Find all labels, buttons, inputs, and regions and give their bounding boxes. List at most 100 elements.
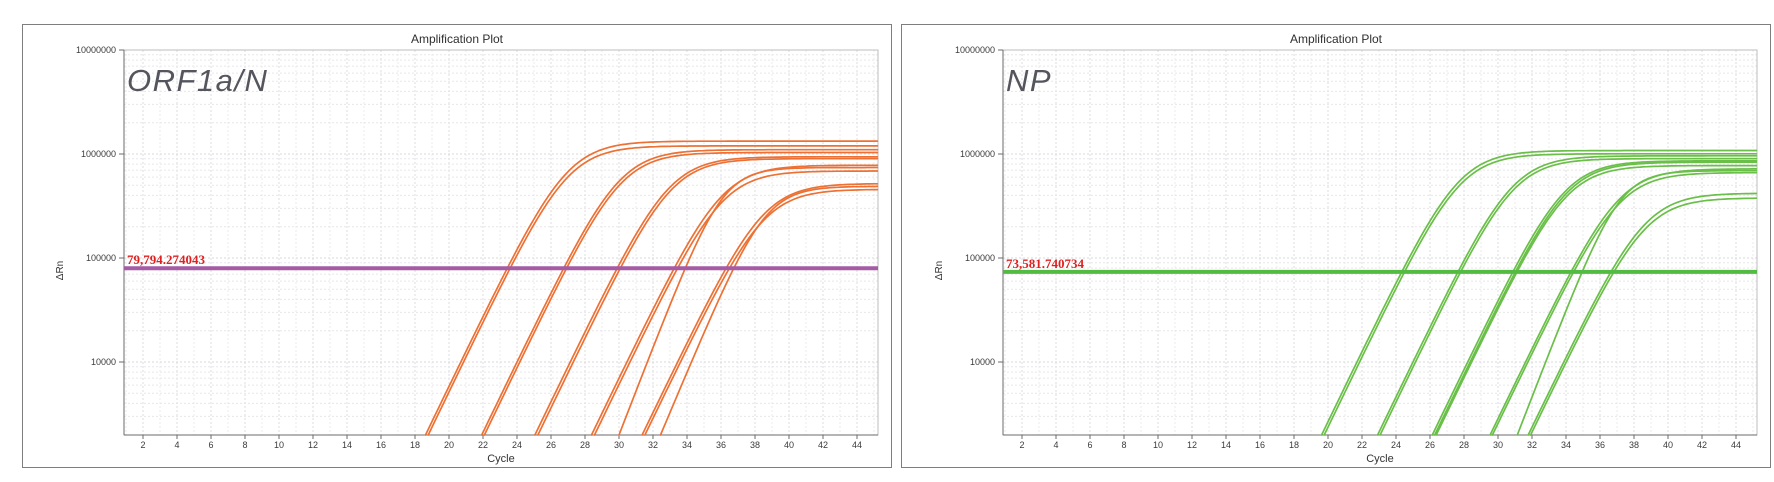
- x-tick-label: 28: [580, 440, 590, 450]
- amplification-curve[interactable]: [659, 185, 879, 436]
- x-tick-label: 42: [818, 440, 828, 450]
- amplification-curve[interactable]: [1433, 161, 1758, 436]
- amplification-curve[interactable]: [1435, 164, 1758, 436]
- amplification-curve[interactable]: [1491, 171, 1758, 436]
- x-tick-label: 38: [750, 440, 760, 450]
- target-annotation: ORF1a/N: [127, 63, 269, 98]
- x-tick-label: 16: [1255, 440, 1265, 450]
- x-tick-label: 12: [308, 440, 318, 450]
- plot-frame: [1002, 49, 1758, 436]
- curve-group-dilution-2: [480, 148, 879, 436]
- x-tick-label: 20: [1323, 440, 1333, 450]
- x-tick-label: 18: [1289, 440, 1299, 450]
- amplification-curve[interactable]: [1323, 152, 1758, 436]
- x-tick-label: 2: [140, 440, 145, 450]
- x-tick-label: 32: [1527, 440, 1537, 450]
- x-tick-label: 4: [174, 440, 179, 450]
- x-tick-label: 10: [274, 440, 284, 450]
- target-annotation: NP: [1006, 63, 1053, 98]
- x-tick-label: 24: [1391, 440, 1401, 450]
- y-tick-label: 1000000: [81, 149, 116, 159]
- amplification-curve[interactable]: [1379, 157, 1758, 436]
- x-tick-label: 10: [1153, 440, 1163, 450]
- x-tick-label: 2: [1019, 440, 1024, 450]
- y-axis-label: ΔRn: [55, 260, 67, 281]
- x-tick-label: 24: [512, 440, 522, 450]
- x-tick-label: 34: [682, 440, 692, 450]
- x-tick-label: 22: [1357, 440, 1367, 450]
- y-tick-label: 100000: [965, 253, 995, 263]
- plot-title: Amplification Plot: [410, 32, 504, 46]
- plot-panel-np: 2 4 6 8 10 12 14 16 18 20 22 24 26 28 30 32 34 36 38 40 42 44…: [901, 24, 1771, 468]
- amplification-curve[interactable]: [1320, 149, 1758, 436]
- amplification-curve[interactable]: [1516, 169, 1758, 436]
- y-tick-label: 10000000: [76, 45, 116, 55]
- x-tick-label: 18: [410, 440, 420, 450]
- x-tick-label: 44: [1731, 440, 1741, 450]
- amplification-curve[interactable]: [1527, 192, 1758, 436]
- x-tick-label: 12: [1187, 440, 1197, 450]
- x-tick-label: 8: [1121, 440, 1126, 450]
- plot-area: 2 4 6 8 10 12 14 16 18 20 22 24 26 28 30 32 34 36 38 40 42 44…: [955, 45, 1758, 450]
- x-tick-label: 16: [376, 440, 386, 450]
- x-tick-label: 14: [1221, 440, 1231, 450]
- x-tick-label: 8: [242, 440, 247, 450]
- plot-frame: [123, 49, 879, 436]
- amplification-curve[interactable]: [424, 140, 879, 436]
- amplification-curve[interactable]: [483, 151, 879, 436]
- x-tick-label: 40: [1663, 440, 1673, 450]
- y-tick-label: 10000: [970, 357, 995, 367]
- x-tick-label: 30: [1493, 440, 1503, 450]
- x-tick-label: 38: [1629, 440, 1639, 450]
- curve-group-dilution-2: [1376, 154, 1758, 436]
- amplification-curve[interactable]: [641, 182, 879, 436]
- y-tick-label: 100000: [86, 253, 116, 263]
- x-tick-label: 6: [1087, 440, 1092, 450]
- x-tick-label: 26: [1425, 440, 1435, 450]
- threshold-label: 79,794.274043: [127, 252, 206, 267]
- y-tick-label: 10000000: [955, 45, 995, 55]
- x-tick-label: 36: [716, 440, 726, 450]
- curve-group-dilution-1: [424, 140, 879, 436]
- threshold-label: 73,581.740734: [1006, 256, 1085, 271]
- x-tick-label: 44: [852, 440, 862, 450]
- curve-group-dilution-5: [641, 182, 879, 436]
- amplification-curve[interactable]: [593, 170, 879, 436]
- curve-group-dilution-3: [1431, 159, 1758, 436]
- x-tick-label: 22: [478, 440, 488, 450]
- x-tick-label: 34: [1561, 440, 1571, 450]
- x-tick-label: 20: [444, 440, 454, 450]
- amplification-curve[interactable]: [427, 145, 879, 436]
- x-tick-label: 36: [1595, 440, 1605, 450]
- x-axis-label: Cycle: [1366, 453, 1394, 465]
- curve-group-dilution-3: [534, 155, 879, 436]
- x-tick-label: 4: [1053, 440, 1058, 450]
- x-tick-label: 32: [648, 440, 658, 450]
- x-tick-label: 40: [784, 440, 794, 450]
- amplification-curve[interactable]: [480, 148, 879, 436]
- amplification-curve[interactable]: [537, 157, 879, 436]
- x-tick-label: 26: [546, 440, 556, 450]
- amplification-curve[interactable]: [534, 155, 879, 436]
- curve-group-dilution-1: [1320, 149, 1758, 436]
- amplification-curve[interactable]: [1529, 197, 1758, 436]
- y-axis-label: ΔRn: [934, 260, 946, 281]
- plot-panel-orf1a-n: 2 4 6 8 10 12 14 16 18 20 22 24 26 28 30 32 34 36 38 40 42 44…: [22, 24, 892, 468]
- y-tick-label: 10000: [91, 357, 116, 367]
- x-axis-label: Cycle: [487, 453, 515, 465]
- x-tick-label: 6: [208, 440, 213, 450]
- plot-title: Amplification Plot: [1289, 32, 1383, 46]
- x-tick-label: 42: [1697, 440, 1707, 450]
- curve-group-dilution-4: [590, 164, 879, 436]
- x-tick-label: 14: [342, 440, 352, 450]
- amplification-curve[interactable]: [1376, 154, 1758, 436]
- amplification-chart-orf1a-n: 2 4 6 8 10 12 14 16 18 20 22 24 26 28 30 32 34 36 38 40 42 44…: [76, 45, 879, 450]
- amplification-curve[interactable]: [1431, 159, 1758, 436]
- curve-group-dilution-5: [1527, 192, 1758, 436]
- amplification-curve[interactable]: [1489, 168, 1758, 436]
- amplification-curve[interactable]: [618, 166, 879, 436]
- y-tick-label: 1000000: [960, 149, 995, 159]
- x-tick-label: 28: [1459, 440, 1469, 450]
- amplification-chart-np: 2 4 6 8 10 12 14 16 18 20 22 24 26 28 30 32 34 36 38 40 42 44…: [955, 45, 1758, 450]
